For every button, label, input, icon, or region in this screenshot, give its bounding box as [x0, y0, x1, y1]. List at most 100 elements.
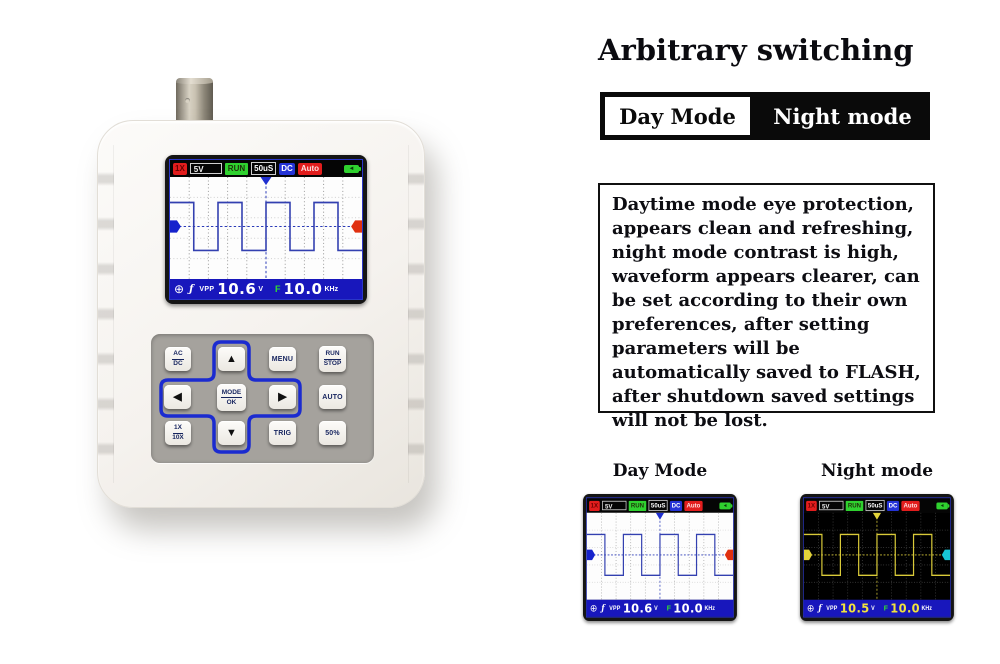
readout-bar: ⊕ ƒ VPP 10.6 V F 10.0 KHz [170, 279, 362, 299]
description-box: Daytime mode eye protection, appears cle… [598, 183, 935, 431]
volts-div-badge: 5V [818, 500, 844, 511]
modeok-bottom-label: OK [226, 398, 237, 406]
freq-label: F [274, 284, 281, 294]
bnc-connector [176, 78, 213, 126]
readout-bar: ⊕ ƒ VPP 10.6 V F 10.0 KHz [586, 599, 734, 617]
night-mode-tab[interactable]: Night mode [773, 103, 912, 129]
run-badge: RUN [224, 162, 249, 175]
x1x10-bottom-label: 10X [172, 434, 184, 441]
probe-badge: 1X [173, 162, 187, 175]
right-arrow-icon: ▶ [278, 390, 287, 403]
vpp-label: VPP [826, 605, 838, 612]
day-mode-tab[interactable]: Day Mode [600, 92, 755, 140]
fifty-percent-button[interactable]: 50% [319, 421, 346, 445]
waveform-display [803, 512, 951, 600]
freq-unit: KHz [921, 605, 932, 612]
waveform-display [170, 177, 362, 279]
freq-value: 10.0 [283, 280, 323, 298]
freq-label: F [883, 603, 888, 613]
volts-div-badge: 5V [189, 163, 222, 174]
screen-status-bar: 1X 5V RUN 50uS DC Auto ◄ [170, 160, 362, 177]
battery-charge-icon: ◄ [939, 502, 945, 509]
probe-badge: 1X [806, 500, 817, 511]
night-screen-thumbnail: 1X 5V RUN 50uS DC Auto ◄ ⊕ ƒ VPP 10.5 V [800, 494, 954, 622]
battery-icon: ◄ [719, 502, 733, 509]
screen-status-bar: 1X 5V RUN 50uS DC Auto ◄ [586, 498, 734, 513]
freq-value: 10.0 [890, 600, 921, 616]
down-arrow-icon: ▼ [226, 426, 237, 439]
run-badge: RUN [628, 500, 647, 511]
device-screen: 1X 5V RUN 50uS DC Auto ◄ ⊕ ƒ VPP 10.6 V [165, 155, 367, 304]
trigger-mode-badge: Auto [297, 162, 323, 175]
battery-icon: ◄ [936, 502, 950, 509]
coupling-badge: DC [279, 162, 295, 175]
vpp-label: VPP [199, 285, 215, 293]
oscilloscope-device: 1X 5V RUN 50uS DC Auto ◄ ⊕ ƒ VPP 10.6 V [97, 120, 425, 508]
day-screen-caption: Day Mode [612, 461, 708, 481]
down-arrow-button[interactable]: ▼ [218, 421, 245, 445]
day-screen-thumbnail: 1X 5V RUN 50uS DC Auto ◄ ⊕ ƒ VPP 10.6 V [583, 494, 737, 622]
right-arrow-button[interactable]: ▶ [269, 385, 296, 409]
vpp-label: VPP [609, 605, 621, 612]
runstop-top-label: RUN [324, 350, 341, 360]
left-arrow-button[interactable]: ◀ [164, 385, 191, 409]
battery-icon: ◄ [344, 164, 361, 173]
menu-button[interactable]: MENU [269, 347, 296, 371]
trig-label: TRIG [273, 429, 292, 437]
freq-label: F [666, 603, 671, 613]
trig-button[interactable]: TRIG [269, 421, 296, 445]
day-screen: 1X 5V RUN 50uS DC Auto ◄ ⊕ ƒ VPP 10.6 V [583, 494, 737, 621]
freq-unit: KHz [704, 605, 715, 612]
vpp-value: 10.5 [839, 600, 870, 616]
probe-badge: 1X [589, 500, 600, 511]
menu-label: MENU [271, 355, 294, 363]
acdc-button[interactable]: AC DC [165, 347, 191, 371]
freq-value: 10.0 [673, 600, 704, 616]
waveform-display [586, 512, 734, 600]
up-arrow-icon: ▲ [226, 352, 237, 365]
modeok-button[interactable]: MODE OK [217, 384, 246, 411]
auto-button[interactable]: AUTO [319, 385, 346, 409]
trigger-position-icon: ⊕ [589, 602, 598, 615]
vpp-value: 10.6 [622, 600, 653, 616]
coupling-badge: DC [887, 500, 899, 511]
frequency-icon: ƒ [601, 603, 605, 613]
vpp-unit: V [258, 285, 263, 293]
coupling-badge: DC [670, 500, 682, 511]
left-arrow-icon: ◀ [173, 390, 182, 403]
frequency-icon: ƒ [818, 603, 822, 613]
readout-bar: ⊕ ƒ VPP 10.5 V F 10.0 KHz [803, 599, 951, 617]
trigger-mode-badge: Auto [901, 500, 920, 511]
x1x10-button[interactable]: 1X 10X [165, 421, 191, 445]
volts-div-badge: 5V [601, 500, 627, 511]
auto-label: AUTO [322, 393, 343, 401]
night-screen-caption: Night mode [820, 461, 934, 481]
vpp-unit: V [871, 605, 875, 612]
keypad: AC DC ▲ MENU RUN STOP ◀ MODE OK ▶ [151, 334, 374, 463]
freq-unit: KHz [324, 285, 339, 293]
runstop-button[interactable]: RUN STOP [319, 346, 346, 372]
battery-charge-icon: ◄ [348, 165, 355, 172]
trigger-position-icon: ⊕ [806, 602, 815, 615]
fifty-percent-label: 50% [325, 429, 340, 437]
battery-charge-icon: ◄ [722, 502, 728, 509]
mode-toggle: Day Mode Night mode [600, 92, 930, 140]
screen-status-bar: 1X 5V RUN 50uS DC Auto ◄ [803, 498, 951, 513]
vpp-unit: V [654, 605, 658, 612]
timebase-badge: 50uS [251, 162, 277, 175]
grip-ridges-left [98, 145, 114, 483]
up-arrow-button[interactable]: ▲ [218, 347, 245, 371]
runstop-bottom-label: STOP [323, 360, 342, 367]
x1x10-top-label: 1X [173, 424, 183, 434]
vpp-value: 10.6 [217, 280, 257, 298]
timebase-badge: 50uS [865, 499, 885, 512]
acdc-top-label: AC [172, 350, 184, 360]
trigger-mode-badge: Auto [684, 500, 703, 511]
acdc-bottom-label: DC [173, 360, 183, 367]
timebase-badge: 50uS [648, 499, 668, 512]
modeok-top-label: MODE [220, 389, 243, 398]
frequency-icon: ƒ [189, 283, 194, 295]
run-badge: RUN [845, 500, 864, 511]
night-screen: 1X 5V RUN 50uS DC Auto ◄ ⊕ ƒ VPP 10.5 V [800, 494, 954, 621]
